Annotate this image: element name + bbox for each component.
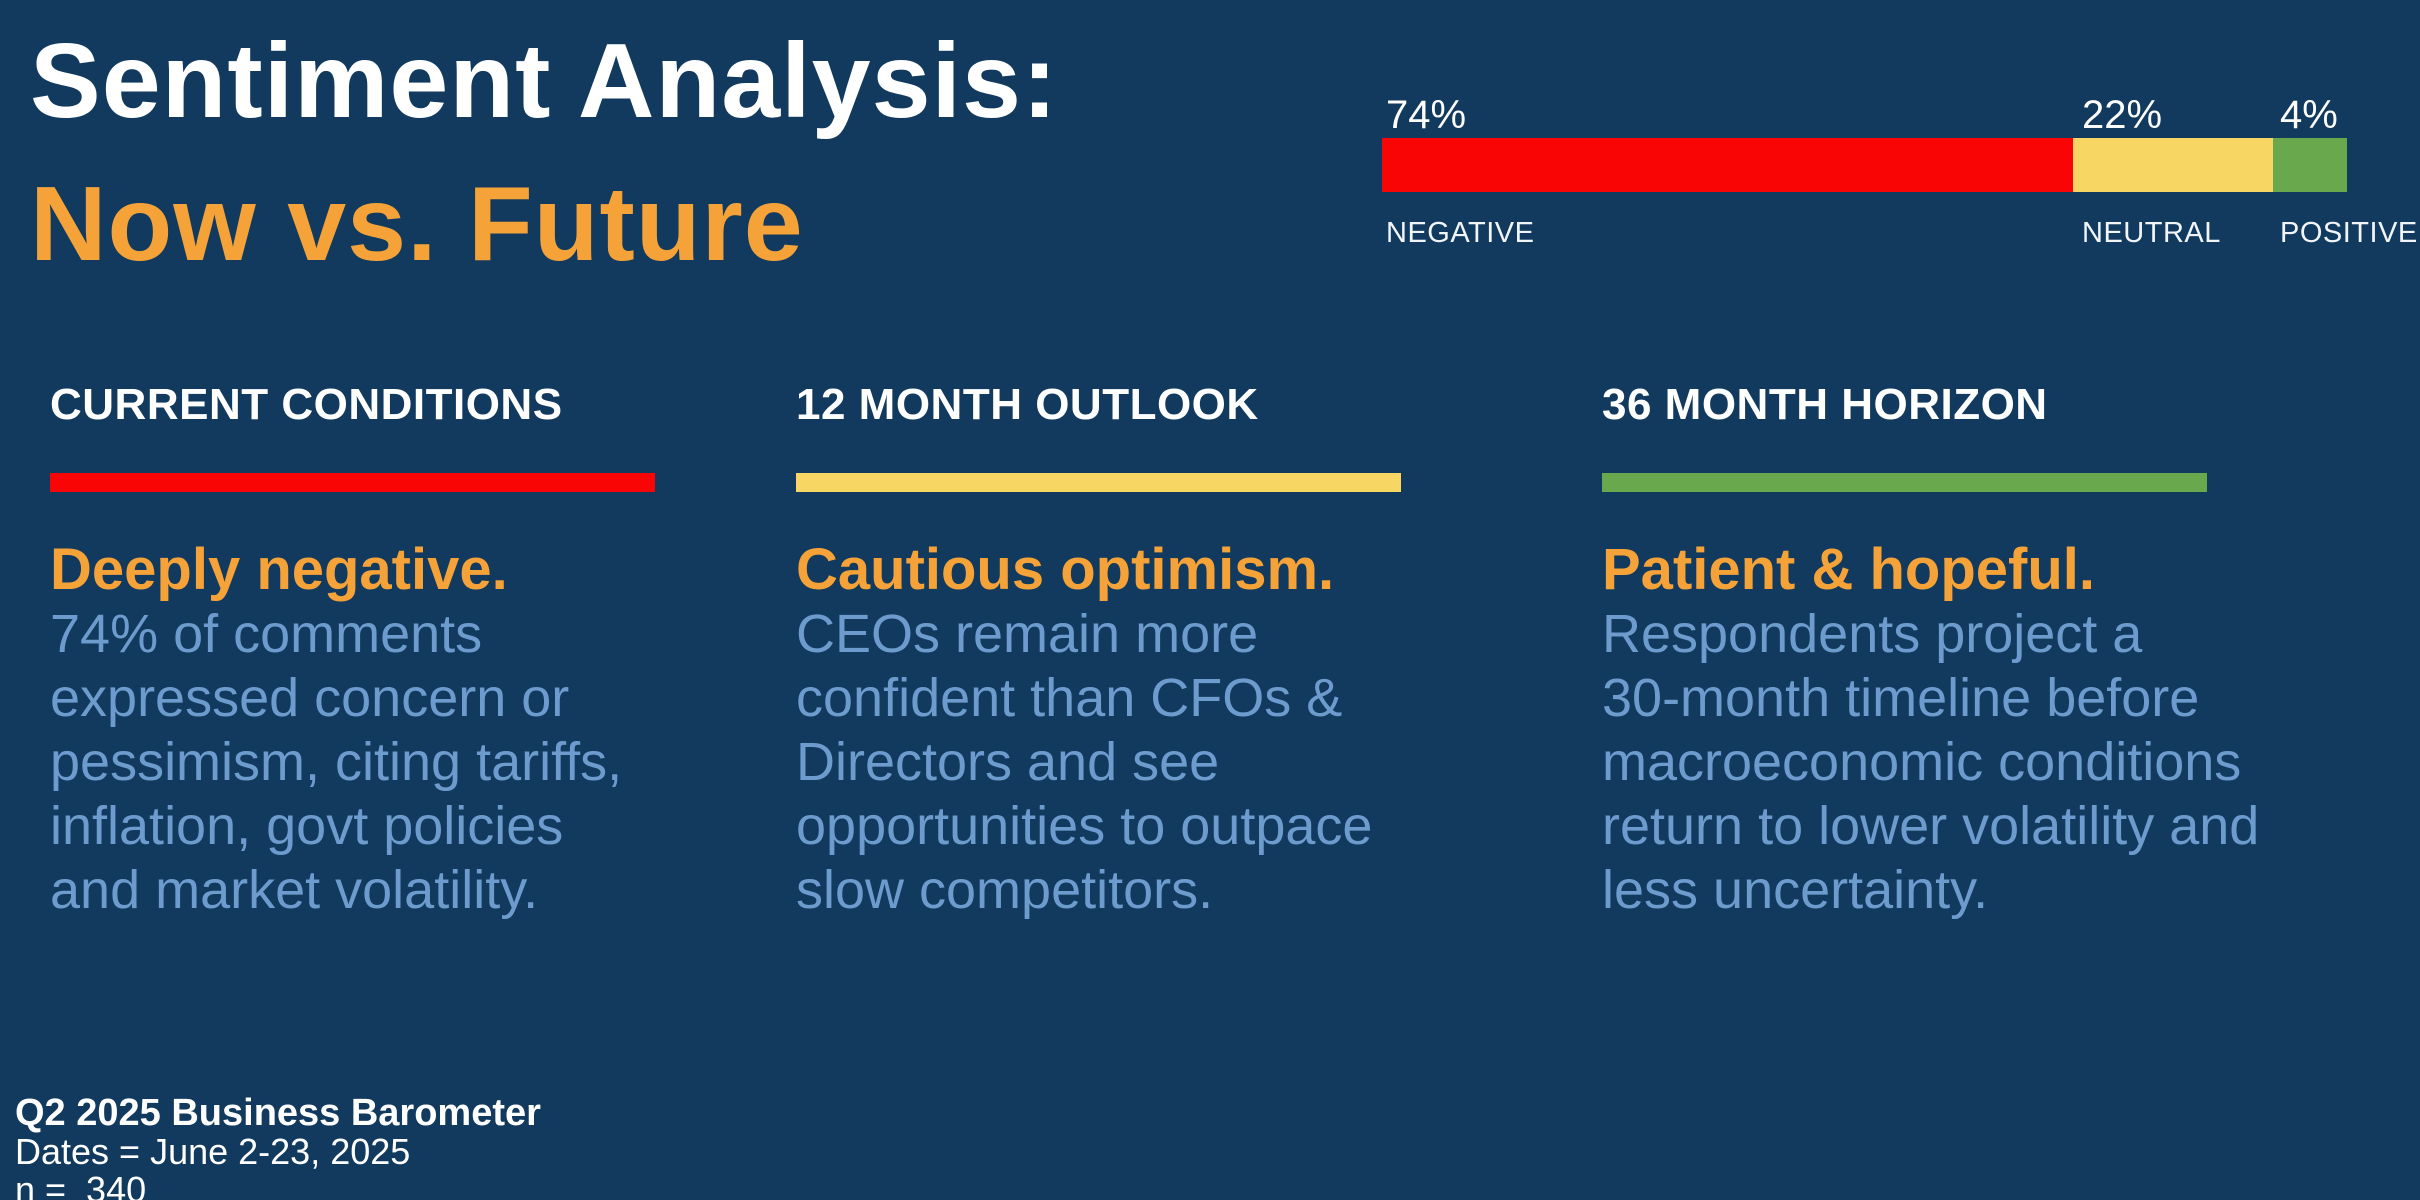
sentiment-bar (1382, 138, 2347, 192)
source-footer: Q2 2025 Business Barometer Dates = June … (15, 1093, 541, 1200)
category-label-positive: POSITIVE (2280, 217, 2418, 249)
chart-value-labels: 74% 22% 4% (1382, 92, 2347, 138)
chart-category-labels: NEGATIVE NEUTRAL POSITIVE (1382, 217, 2417, 249)
column-heading: 12 MONTH OUTLOOK (796, 380, 1259, 429)
title-line-1: Sentiment Analysis: (30, 22, 1059, 140)
footer-dates: Dates = June 2-23, 2025 (15, 1131, 411, 1172)
bar-segment-neutral (2073, 138, 2273, 192)
column-heading: CURRENT CONDITIONS (50, 380, 563, 429)
column-text: Deeply negative. 74% of comments express… (50, 538, 820, 922)
bar-segment-negative (1382, 138, 2073, 192)
column-body: 74% of comments expressed concern or pes… (50, 604, 623, 920)
column-lead: Cautious optimism. (796, 537, 1335, 602)
column-36-month-horizon: 36 MONTH HORIZON Patient & hopeful. Resp… (1602, 382, 2372, 938)
column-12-month-outlook: 12 MONTH OUTLOOK Cautious optimism. CEOs… (796, 382, 1566, 938)
footer-source-title: Q2 2025 Business Barometer (15, 1092, 541, 1134)
column-body: Respondents project a 30-month timeline … (1602, 604, 2260, 920)
column-heading: 36 MONTH HORIZON (1602, 380, 2048, 429)
title-line-2: Now vs. Future (30, 165, 804, 283)
column-lead: Patient & hopeful. (1602, 537, 2095, 602)
accent-rule-positive (1602, 473, 2207, 492)
value-label-negative: 74% (1386, 93, 1467, 137)
column-current-conditions: CURRENT CONDITIONS Deeply negative. 74% … (50, 382, 820, 938)
column-lead: Deeply negative. (50, 537, 508, 602)
value-label-neutral: 22% (2082, 93, 2163, 137)
value-label-positive: 4% (2280, 93, 2338, 137)
category-label-negative: NEGATIVE (1386, 217, 1535, 249)
accent-rule-negative (50, 473, 655, 492)
footer-sample-size: n = 340 (15, 1169, 147, 1200)
slide-title: Sentiment Analysis: Now vs. Future (30, 10, 1058, 296)
column-text: Cautious optimism. CEOs remain more conf… (796, 538, 1566, 922)
category-label-neutral: NEUTRAL (2082, 217, 2221, 249)
bar-segment-positive (2273, 138, 2347, 192)
accent-rule-neutral (796, 473, 1401, 492)
column-body: CEOs remain more confident than CFOs & D… (796, 604, 1373, 920)
column-text: Patient & hopeful. Respondents project a… (1602, 538, 2372, 922)
sentiment-distribution-chart: 74% 22% 4% NEGATIVE NEUTRAL POSITIVE (1382, 92, 2417, 249)
